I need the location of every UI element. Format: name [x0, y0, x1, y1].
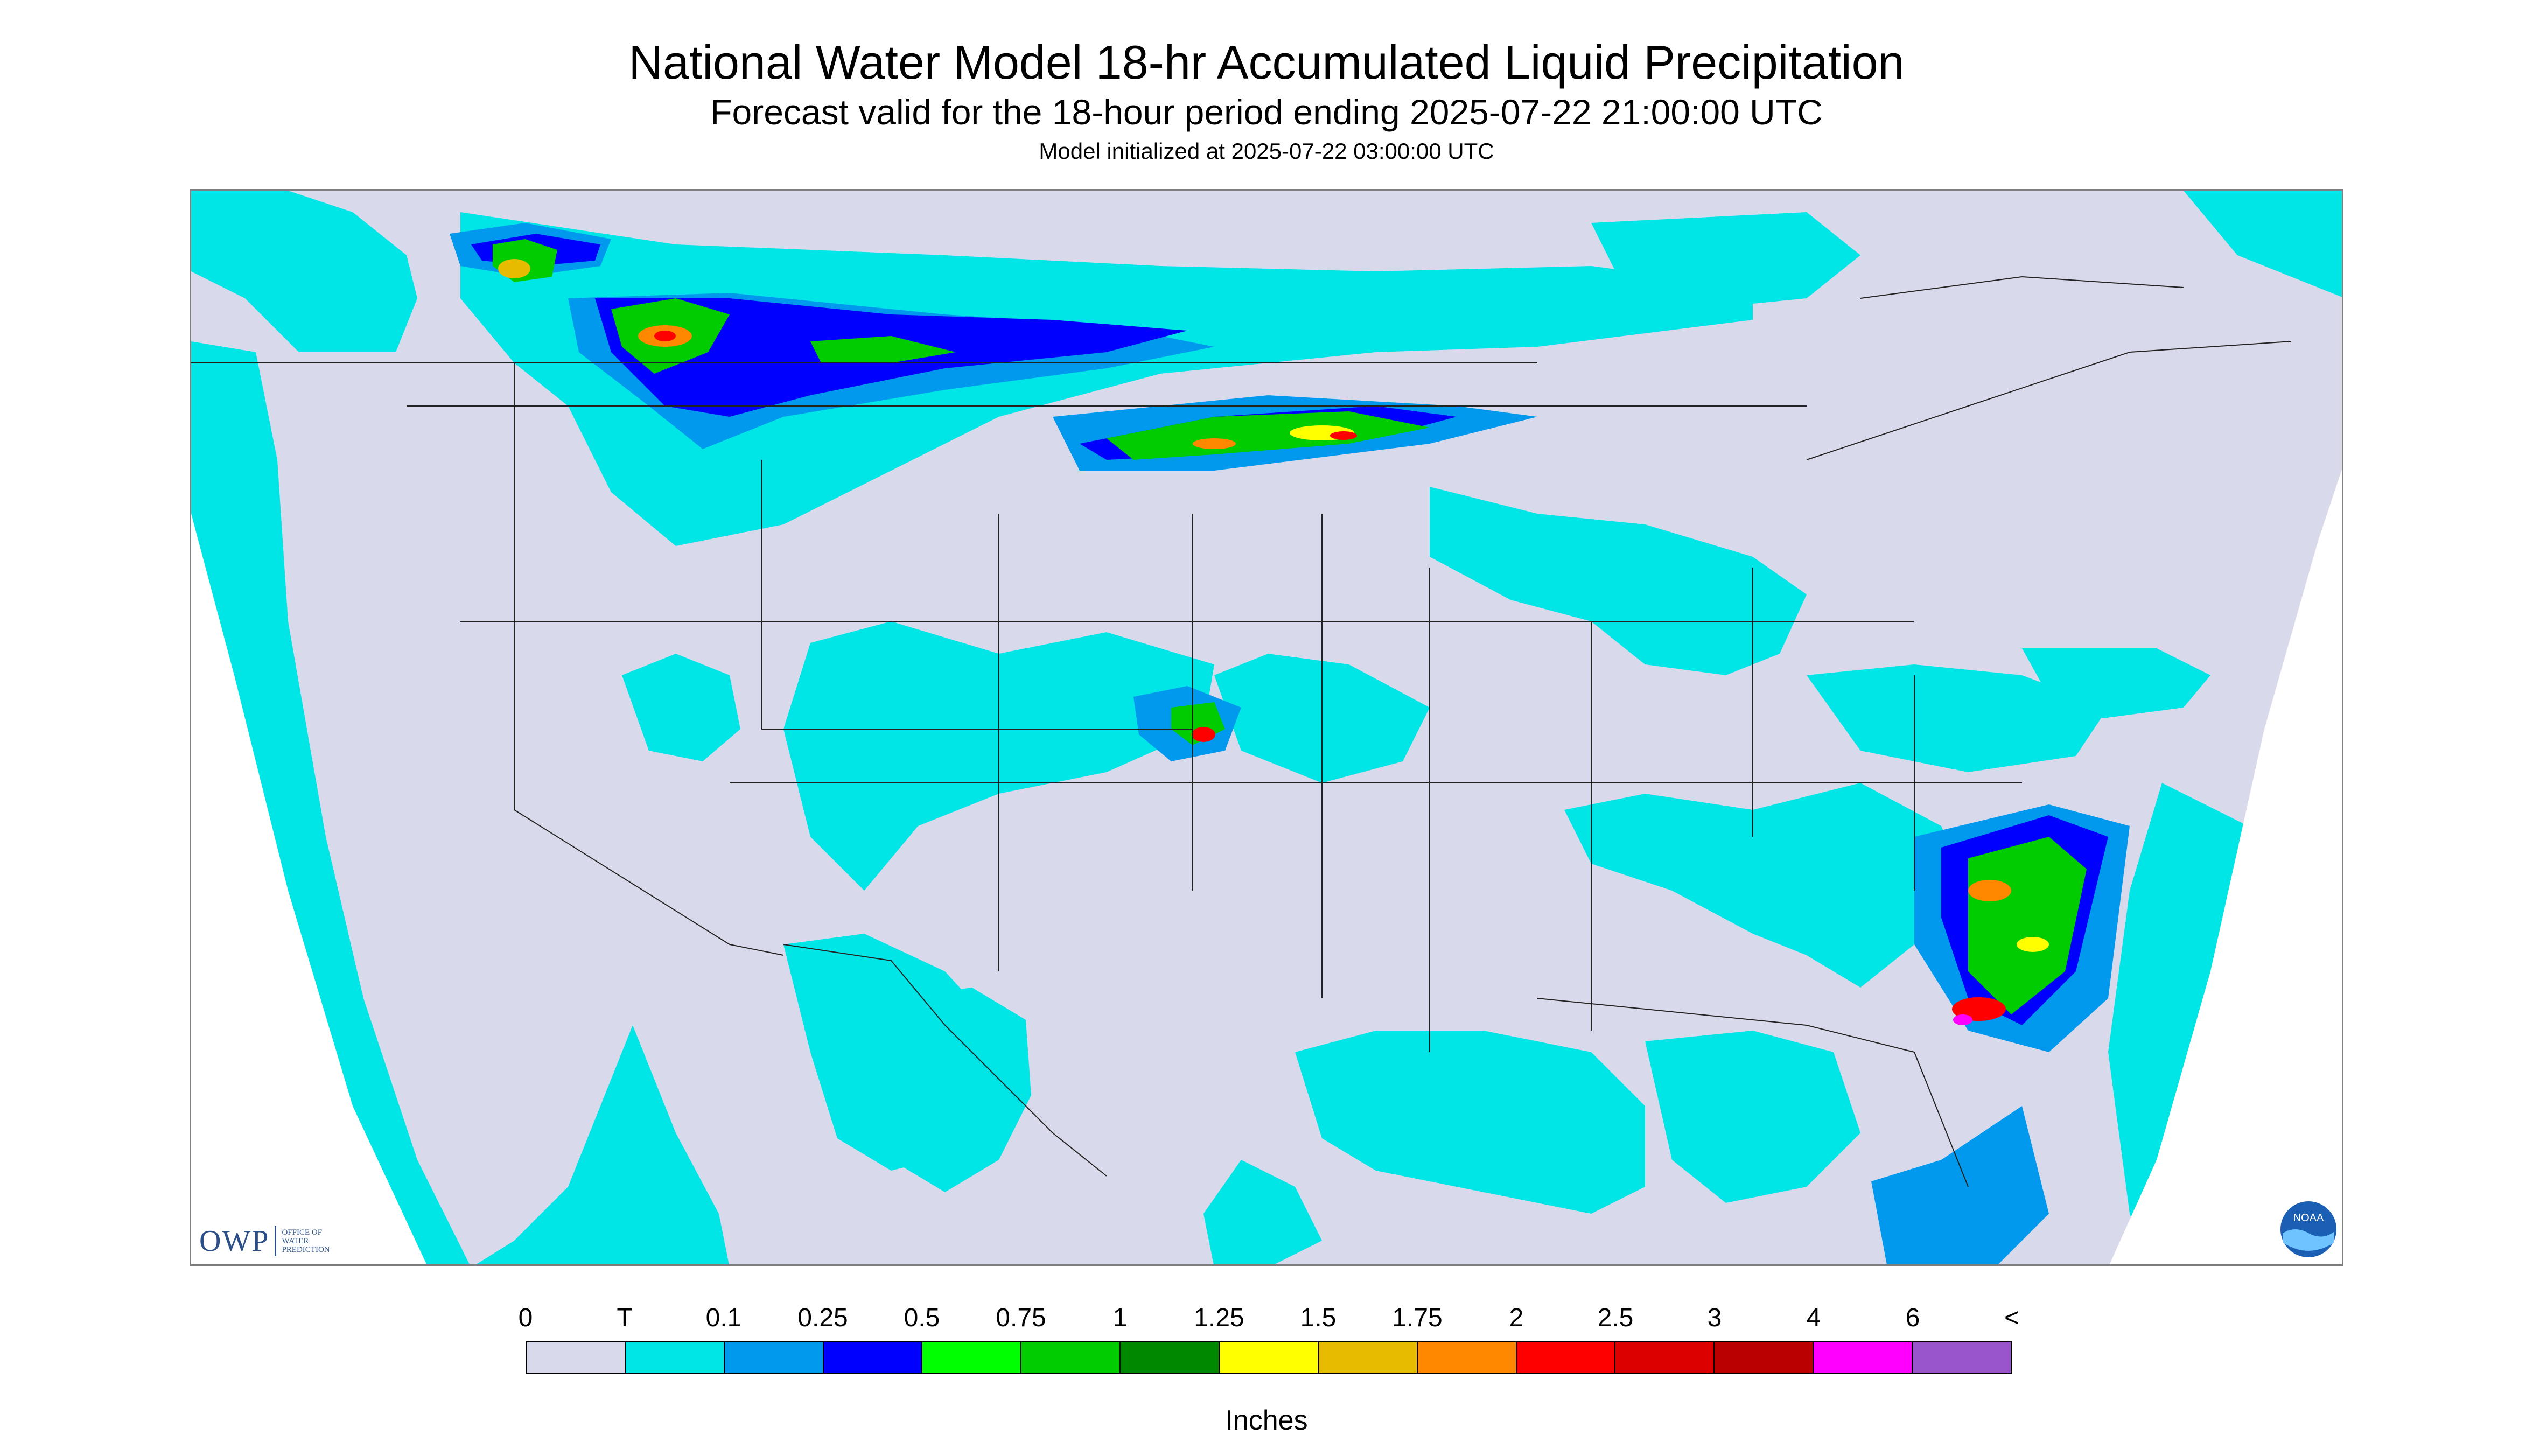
legend-swatch: [1814, 1342, 1913, 1373]
legend-tick-label: 2.5: [1597, 1304, 1634, 1332]
svg-text:NOAA: NOAA: [2293, 1212, 2324, 1224]
map-title: National Water Model 18-hr Accumulated L…: [628, 36, 1905, 89]
legend-tick-label: 6: [1905, 1304, 1920, 1332]
owp-separator: [275, 1226, 277, 1256]
owp-mark: OWP: [199, 1224, 270, 1258]
projection-mask: [191, 470, 2342, 1264]
legend-bar: [526, 1341, 2012, 1374]
legend-swatch: [1417, 1342, 1517, 1373]
legend-swatch: [823, 1342, 923, 1373]
legend-tick-label: 1.25: [1194, 1304, 1244, 1332]
legend-tick-label: 0: [518, 1304, 533, 1332]
legend-swatch: [1220, 1342, 1319, 1373]
legend-swatch: [1615, 1342, 1715, 1373]
legend-tick-label: 1.5: [1300, 1304, 1337, 1332]
legend-swatch: [1318, 1342, 1418, 1373]
noaa-logo: NOAA: [2280, 1201, 2336, 1257]
legend-tick-label: 0.75: [996, 1304, 1046, 1332]
legend-tick-label: 4: [1806, 1304, 1821, 1332]
precip-heavy-cores: [498, 259, 2049, 1025]
precipitation-map: [190, 189, 2343, 1266]
legend-tick-label: 0.5: [904, 1304, 940, 1332]
legend-units: Inches: [1225, 1405, 1308, 1436]
legend-swatch: [922, 1342, 1022, 1373]
legend-swatch: [1913, 1342, 2011, 1373]
legend-tick-label: 2: [1509, 1304, 1524, 1332]
legend-swatch: [1121, 1342, 1220, 1373]
precip-0p5-areas: [493, 239, 2087, 1014]
legend-tick-label: 0.25: [797, 1304, 848, 1332]
map-subtitle: Forecast valid for the 18-hour period en…: [710, 92, 1823, 132]
map-canvas: [191, 191, 2342, 1264]
legend-swatch: [724, 1342, 824, 1373]
model-init-text: Model initialized at 2025-07-22 03:00:00…: [1039, 138, 1494, 164]
legend-tick-label: 3: [1707, 1304, 1722, 1332]
legend-swatch: [625, 1342, 725, 1373]
legend-tick-label: 1: [1112, 1304, 1128, 1332]
legend-swatch: [1715, 1342, 1814, 1373]
owp-text: OFFICE OF WATER PREDICTION: [282, 1228, 330, 1254]
legend-swatch: [1021, 1342, 1121, 1373]
legend-tick-label: T: [617, 1304, 633, 1332]
color-legend: 0 T 0.1 0.25 0.5 0.75 1 1.25 1.5 1.75 2 2.5 3 4 6 <: [519, 1303, 2019, 1374]
legend-labels: 0 T 0.1 0.25 0.5 0.75 1 1.25 1.5 1.75 2 2.5 3 4 6 <: [519, 1303, 2019, 1341]
legend-swatch: [527, 1342, 626, 1373]
legend-tick-label: 1.75: [1392, 1304, 1443, 1332]
boundary-lines: [191, 276, 2292, 1187]
legend-tick-label: <: [2004, 1304, 2020, 1332]
legend-swatch: [1516, 1342, 1616, 1373]
legend-tick-label: 0.1: [705, 1304, 742, 1332]
owp-logo: OWP OFFICE OF WATER PREDICTION: [199, 1222, 330, 1260]
